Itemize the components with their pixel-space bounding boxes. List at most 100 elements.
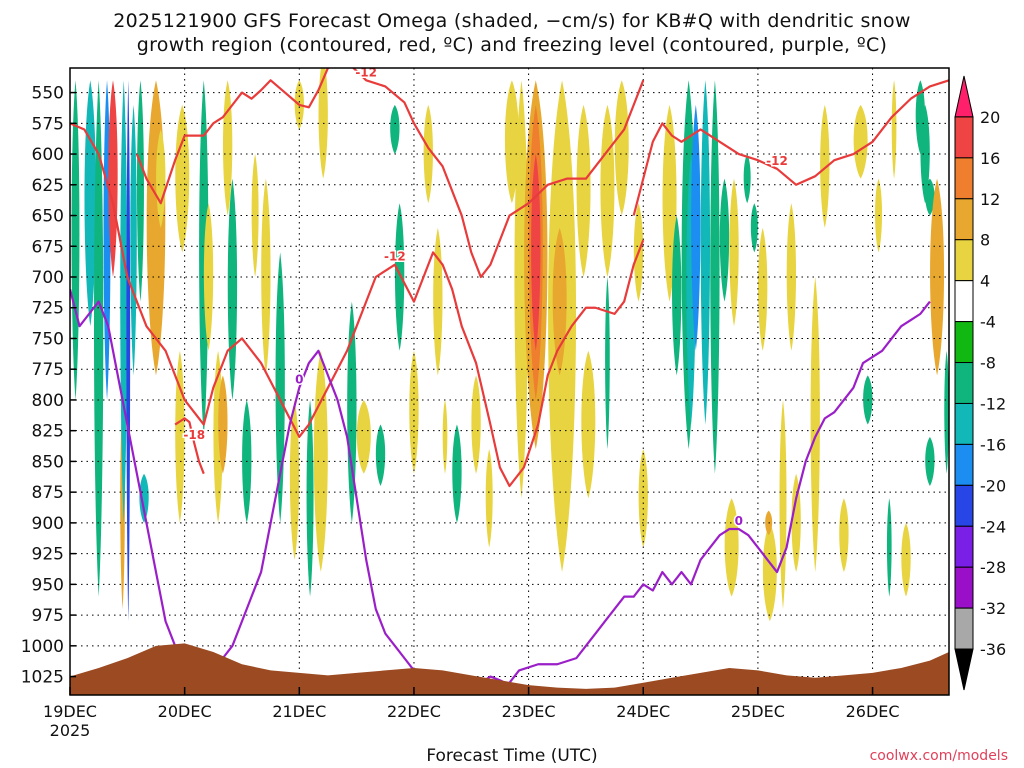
omega-shade-region xyxy=(614,80,629,216)
colorbar-label: -24 xyxy=(980,517,1006,536)
colorbar-label: 4 xyxy=(980,272,990,291)
omega-shade-region xyxy=(743,154,751,204)
y-tick-label: 725 xyxy=(32,299,64,319)
y-tick-label: 775 xyxy=(32,360,64,380)
omega-shade-region xyxy=(920,104,930,204)
colorbar-swatch xyxy=(954,239,974,282)
y-tick-label: 950 xyxy=(32,575,64,595)
colorbar-label: -8 xyxy=(980,354,996,373)
colorbar-label: -32 xyxy=(980,599,1006,618)
omega-shade-region xyxy=(108,80,118,277)
y-tick-label: 900 xyxy=(32,514,64,534)
terrain-fill xyxy=(70,643,949,695)
contour-label: -18 xyxy=(183,428,205,442)
omega-shade-region xyxy=(531,154,541,351)
omega-shade-region xyxy=(901,522,911,597)
colorbar: 20 16 12 8 4 -4 -8 -12 -16 -20 -24 -28 -32 -36 xyxy=(954,75,1006,691)
colorbar-label: 20 xyxy=(980,108,1000,127)
colorbar-label: -4 xyxy=(980,313,996,332)
y-tick-label: 975 xyxy=(32,606,64,626)
chart-title-line-1: 2025121900 GFS Forecast Omega (shaded, −… xyxy=(113,10,911,32)
omega-shade-region xyxy=(810,277,820,573)
omega-shade-region xyxy=(719,178,730,302)
colorbar-label: -20 xyxy=(980,476,1006,495)
x-tick-label: 26DEC xyxy=(846,702,900,721)
colorbar-swatch xyxy=(954,116,974,159)
omega-shade-region xyxy=(84,80,97,327)
terrain-layer xyxy=(70,643,949,695)
y-tick-label: 550 xyxy=(32,84,64,104)
colorbar-label: 12 xyxy=(980,190,1000,209)
x-tick-label: 24DEC xyxy=(616,702,670,721)
x-axis-label: Forecast Time (UTC) xyxy=(426,746,598,766)
y-tick-label: 575 xyxy=(32,114,64,134)
omega-shade-region xyxy=(672,215,682,376)
colorbar-label: -16 xyxy=(980,435,1006,454)
colorbar-swatch xyxy=(954,402,974,445)
omega-shade-region xyxy=(925,436,935,486)
omega-shade-region xyxy=(251,154,259,277)
omega-shade-region xyxy=(375,424,386,486)
contour-label: 0 xyxy=(295,373,303,387)
omega-shade-region xyxy=(356,399,371,474)
contour-line xyxy=(499,300,931,695)
colorbar-bottom-arrow xyxy=(954,648,974,691)
x-tick-label: 20DEC xyxy=(158,702,212,721)
omega-shade-region xyxy=(552,227,567,376)
omega-shade-region xyxy=(289,399,300,560)
omega-shade-region xyxy=(306,399,314,597)
contour-line xyxy=(70,122,645,488)
y-tick-label: 850 xyxy=(32,452,64,472)
omega-shade-region xyxy=(452,424,462,523)
colorbar-swatch xyxy=(954,280,974,323)
x-tick-label: 23DEC xyxy=(502,702,556,721)
contour-label: -12 xyxy=(766,154,788,168)
omega-shade-region xyxy=(758,227,768,351)
x-tick-label: 22DEC xyxy=(387,702,441,721)
colorbar-swatch xyxy=(954,443,974,486)
omega-shade-region xyxy=(605,277,610,450)
omega-shade-region xyxy=(930,178,945,376)
y-axis: 550 575 600 625 650 675 700 725 750 775 800 825 850 8… xyxy=(21,84,76,688)
y-tick-label: 675 xyxy=(32,237,64,257)
omega-shade-region xyxy=(347,301,357,523)
contour-label: 0 xyxy=(735,514,743,528)
colorbar-swatch xyxy=(954,198,974,241)
colorbar-swatch xyxy=(954,566,974,609)
colorbar-swatch xyxy=(954,321,974,364)
y-tick-label: 625 xyxy=(32,176,64,196)
omega-shade-region xyxy=(576,104,591,277)
omega-shade-region xyxy=(691,104,701,351)
omega-shade-region xyxy=(820,104,830,228)
omega-shade-region xyxy=(433,227,443,376)
colorbar-label: -12 xyxy=(980,394,1006,413)
source-credit: coolwx.com/models xyxy=(869,748,1008,764)
omega-shade-region xyxy=(779,399,787,609)
contour-label: -12 xyxy=(355,65,377,79)
y-tick-label: 800 xyxy=(32,391,64,411)
x-tick-label: 19DEC xyxy=(43,702,97,721)
contour-label: -12 xyxy=(384,250,406,264)
colorbar-swatch xyxy=(954,484,974,527)
y-tick-label: 925 xyxy=(32,545,64,565)
y-tick-label: 650 xyxy=(32,207,64,227)
plot-frame xyxy=(69,67,950,696)
y-tick-label: 1000 xyxy=(21,637,64,657)
colorbar-swatch xyxy=(954,525,974,568)
omega-shade-region xyxy=(394,203,405,351)
omega-shade-region xyxy=(581,350,596,499)
contour-line xyxy=(174,417,205,475)
colorbar-swatch xyxy=(954,362,974,404)
x-axis: 19DEC 20DEC 21DEC 22DEC 23DEC 24DEC 25DEC 26DEC… xyxy=(43,687,900,740)
omega-shade-region xyxy=(390,104,400,155)
contour-line xyxy=(135,68,645,279)
omega-shade-region xyxy=(442,399,448,474)
omega-shade-region xyxy=(724,498,739,597)
colorbar-swatch xyxy=(954,157,974,200)
y-tick-label: 750 xyxy=(32,329,64,349)
colorbar-swatch xyxy=(954,607,974,650)
colorbar-label: -28 xyxy=(980,558,1006,577)
omega-shade-region xyxy=(925,178,935,216)
colorbar-label: 16 xyxy=(980,149,1000,168)
